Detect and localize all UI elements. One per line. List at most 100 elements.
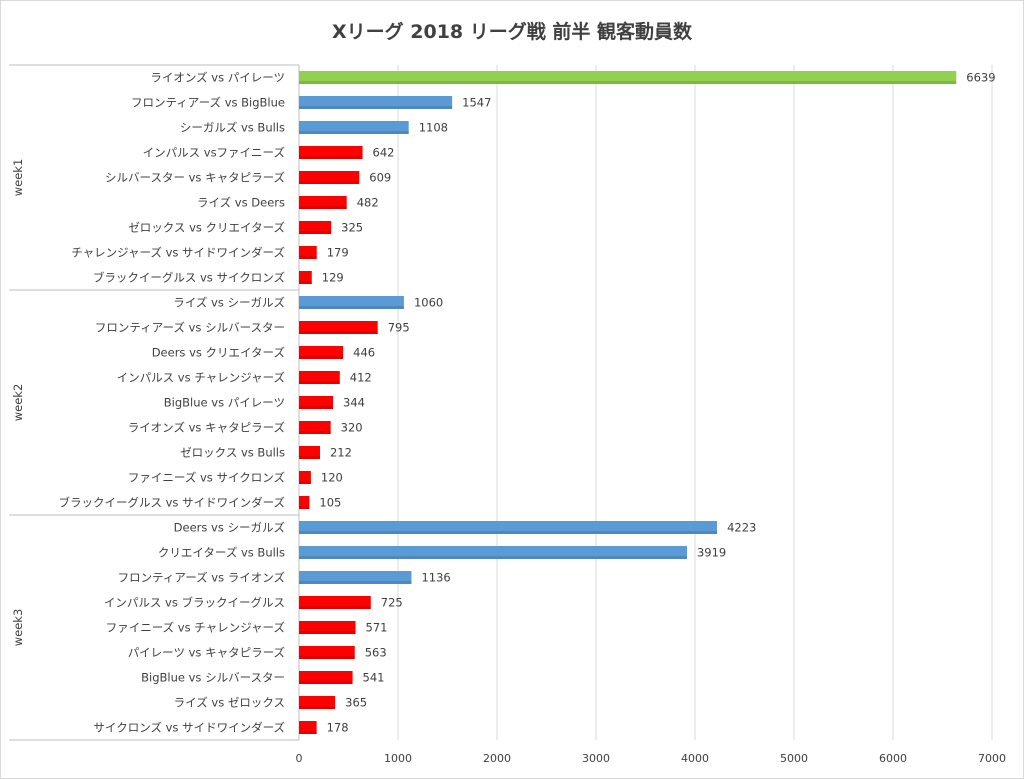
grid-layer — [298, 65, 993, 740]
bar-shadow — [299, 731, 317, 734]
value-label: 1547 — [462, 96, 491, 110]
category-label: ゼロックス vs Bulls — [180, 446, 285, 460]
bar-shadow — [299, 281, 312, 284]
bar-shadow — [299, 681, 353, 684]
category-label: ライズ vs シーガルズ — [173, 296, 285, 310]
x-tick-label: 6000 — [879, 752, 907, 765]
value-label: 725 — [381, 596, 403, 610]
category-label: ゼロックス vs クリエイターズ — [128, 221, 285, 235]
value-label: 3919 — [697, 546, 726, 560]
category-label: フロンティアーズ vs シルバースター — [95, 321, 285, 335]
x-tick-label: 4000 — [681, 752, 709, 765]
bars-layer — [299, 71, 957, 734]
value-label: 541 — [363, 671, 385, 685]
group-label: week1 — [11, 159, 25, 197]
category-label: クリエイターズ vs Bulls — [158, 546, 285, 560]
category-label: フロンティアーズ vs ライオンズ — [118, 571, 285, 585]
value-label: 6639 — [966, 71, 995, 85]
group-label: week2 — [11, 384, 25, 422]
category-label: ライズ vs ゼロックス — [174, 696, 285, 710]
value-label: 482 — [357, 196, 379, 210]
category-label: インパルス vsファイニーズ — [143, 146, 285, 160]
value-label: 129 — [322, 271, 344, 285]
category-label: ブラックイーグルス vs サイクロンズ — [93, 271, 285, 285]
category-label: シルバースター vs キャタピラーズ — [105, 171, 285, 185]
category-label: フロンティアーズ vs BigBlue — [131, 96, 285, 110]
bar — [299, 521, 718, 534]
value-label: 412 — [350, 371, 372, 385]
category-label: ライオンズ vs キャタピラーズ — [128, 421, 285, 435]
value-label: 320 — [341, 421, 363, 435]
bar-shadow — [299, 231, 332, 234]
value-label: 563 — [365, 646, 387, 660]
category-label: BigBlue vs シルバースター — [141, 671, 285, 685]
category-label: BigBlue vs パイレーツ — [164, 396, 285, 410]
category-label: Deers vs クリエイターズ — [152, 346, 285, 360]
value-label: 446 — [353, 346, 375, 360]
bar — [299, 346, 344, 359]
bar — [299, 121, 409, 134]
bar-shadow — [299, 81, 957, 84]
category-label: パイレーツ vs キャタピラーズ — [128, 646, 285, 660]
bar — [299, 371, 340, 384]
chart-title: Xリーグ 2018 リーグ戦 前半 観客動員数 — [332, 20, 693, 43]
bar — [299, 296, 404, 309]
value-label: 795 — [388, 321, 410, 335]
bar-shadow — [299, 456, 320, 459]
bar — [299, 671, 353, 684]
category-label: ファイニーズ vs チャレンジャーズ — [106, 621, 285, 635]
bar — [299, 546, 687, 559]
bar-shadow — [299, 206, 347, 209]
bar-shadow — [299, 581, 412, 584]
bar — [299, 421, 331, 434]
bar — [299, 621, 356, 634]
value-label: 4223 — [727, 521, 756, 535]
bar-shadow — [299, 381, 340, 384]
group-label: week3 — [11, 609, 25, 647]
x-tick-label: 3000 — [582, 752, 610, 765]
bar-shadow — [299, 431, 331, 434]
category-label: チャレンジャーズ vs サイドワインダーズ — [71, 246, 285, 260]
bar-shadow — [299, 506, 310, 509]
bar — [299, 196, 347, 209]
value-label: 212 — [330, 446, 352, 460]
bar — [299, 446, 320, 459]
bar-shadow — [299, 331, 378, 334]
bar-shadow — [299, 556, 687, 559]
bar — [299, 146, 363, 159]
x-tick-label: 7000 — [978, 752, 1006, 765]
value-label: 1108 — [419, 121, 448, 135]
category-label: ライオンズ vs パイレーツ — [150, 71, 285, 85]
bar — [299, 221, 332, 234]
bar-shadow — [299, 181, 360, 184]
value-label: 609 — [369, 171, 391, 185]
value-label: 179 — [327, 246, 349, 260]
bar-shadow — [299, 156, 363, 159]
bar — [299, 721, 317, 734]
category-label: シーガルズ vs Bulls — [180, 121, 285, 135]
bar-shadow — [299, 481, 311, 484]
bar — [299, 571, 412, 584]
value-label: 178 — [327, 721, 349, 735]
bar-shadow — [299, 256, 317, 259]
bar — [299, 321, 378, 334]
value-label: 120 — [321, 471, 343, 485]
bar — [299, 471, 311, 484]
bar — [299, 271, 312, 284]
labels-layer: week1 ライオンズ vs パイレーツ 6639 フロンティアーズ vs BigBl… — [11, 71, 996, 735]
bar-shadow — [299, 131, 409, 134]
bar — [299, 596, 371, 609]
bar — [299, 396, 334, 409]
bar-shadow — [299, 706, 336, 709]
bar-shadow — [299, 631, 356, 634]
bar-shadow — [299, 531, 718, 534]
bar — [299, 696, 336, 709]
category-label: ブラックイーグルス vs サイドワインダーズ — [58, 496, 285, 510]
bar-shadow — [299, 406, 334, 409]
bar-shadow — [299, 306, 404, 309]
category-label: インパルス vs ブラックイーグルス — [104, 596, 285, 610]
bar — [299, 171, 360, 184]
category-label: Deers vs シーガルズ — [174, 521, 285, 535]
